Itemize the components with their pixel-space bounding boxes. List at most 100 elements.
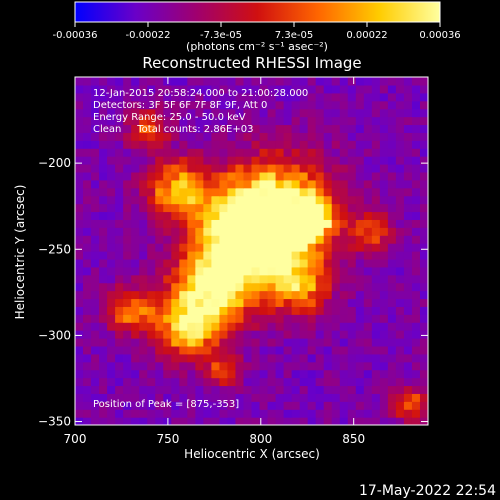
heatmap-cell xyxy=(83,140,92,149)
heatmap-cell xyxy=(251,314,261,323)
heatmap-cell xyxy=(371,258,381,268)
heatmap-cell xyxy=(227,187,237,197)
heatmap-cell xyxy=(395,116,405,126)
heatmap-cell xyxy=(219,322,229,331)
heatmap-cell xyxy=(299,393,309,402)
heatmap-cell xyxy=(251,148,261,157)
heatmap-cell xyxy=(323,393,333,402)
heatmap-cell xyxy=(283,266,293,276)
heatmap-cell xyxy=(171,156,180,165)
heatmap-cell xyxy=(299,345,309,355)
heatmap-cell xyxy=(267,322,277,331)
heatmap-cell xyxy=(235,211,245,220)
heatmap-cell xyxy=(259,140,269,149)
heatmap-cell xyxy=(123,84,132,94)
heatmap-cell xyxy=(363,409,373,418)
heatmap-cell xyxy=(219,298,229,307)
heatmap-cell xyxy=(339,385,349,394)
heatmap-cell xyxy=(283,235,293,244)
heatmap-cell xyxy=(147,116,156,126)
heatmap-cell xyxy=(147,322,156,331)
heatmap-cell xyxy=(115,369,124,379)
heatmap-cell xyxy=(219,417,229,425)
heatmap-cell xyxy=(363,235,373,244)
heatmap-cell xyxy=(339,417,349,425)
heatmap-cell xyxy=(115,203,124,213)
heatmap-cell xyxy=(315,290,325,300)
heatmap-cell xyxy=(123,235,132,244)
heatmap-cell xyxy=(395,409,405,418)
heatmap-cell xyxy=(331,251,341,260)
heatmap-cell xyxy=(275,92,285,102)
heatmap-cell xyxy=(419,330,428,339)
heatmap-cell xyxy=(371,124,381,133)
heatmap-cell xyxy=(147,171,156,181)
heatmap-cell xyxy=(339,132,349,141)
heatmap-cell xyxy=(91,409,100,418)
heatmap-cell xyxy=(331,417,341,425)
heatmap-cell xyxy=(283,369,293,379)
heatmap-cell xyxy=(283,164,293,173)
heatmap-cell xyxy=(163,235,172,244)
heatmap-cell xyxy=(211,385,221,394)
heatmap-cell xyxy=(411,211,421,220)
heatmap-cell xyxy=(411,235,421,244)
heatmap-cell xyxy=(419,243,428,252)
heatmap-cell xyxy=(171,132,180,141)
heatmap-cell xyxy=(91,369,100,379)
heatmap-cell xyxy=(403,353,413,363)
heatmap-cell xyxy=(219,401,229,410)
heatmap-cell xyxy=(355,401,365,410)
heatmap-cell xyxy=(275,164,285,173)
heatmap-cell xyxy=(203,401,212,410)
heatmap-cell xyxy=(227,235,237,244)
heatmap-cell xyxy=(99,116,108,126)
heatmap-cell xyxy=(75,417,84,425)
heatmap-cell xyxy=(91,385,100,394)
heatmap-cell xyxy=(187,417,196,425)
heatmap-cell xyxy=(355,100,365,110)
heatmap-cell xyxy=(259,266,269,276)
heatmap-cell xyxy=(259,227,269,236)
heatmap-cell xyxy=(203,345,212,355)
heatmap-cell xyxy=(139,219,148,228)
heatmap-cell xyxy=(123,156,132,165)
heatmap-cell xyxy=(203,322,212,331)
heatmap-cell xyxy=(99,219,108,228)
heatmap-cell xyxy=(211,298,221,307)
heatmap-cell xyxy=(307,164,317,173)
heatmap-cell xyxy=(267,235,277,244)
heatmap-cell xyxy=(155,353,164,363)
heatmap-cell xyxy=(187,84,196,94)
heatmap-cell xyxy=(171,330,180,339)
heatmap-cell xyxy=(419,338,428,347)
heatmap-cell xyxy=(299,219,309,228)
heatmap-cell xyxy=(355,235,365,244)
heatmap-cell xyxy=(187,124,196,133)
heatmap-cell xyxy=(251,401,261,410)
heatmap-cell xyxy=(163,401,172,410)
heatmap-cell xyxy=(131,227,140,236)
heatmap-cell xyxy=(99,290,108,300)
heatmap-cell xyxy=(99,100,108,110)
heatmap-cell xyxy=(259,156,269,165)
heatmap-cell xyxy=(379,338,389,347)
heatmap-cell xyxy=(267,187,277,197)
chart-title: Reconstructed RHESSI Image xyxy=(142,54,361,72)
heatmap-cell xyxy=(235,385,245,394)
heatmap-cell xyxy=(75,211,84,220)
heatmap-cell xyxy=(307,243,317,252)
heatmap-cell xyxy=(411,282,421,292)
heatmap-cell xyxy=(291,266,301,276)
heatmap-cell xyxy=(283,243,293,252)
heatmap-cell xyxy=(371,171,381,181)
heatmap-cell xyxy=(243,227,253,236)
heatmap-cell xyxy=(275,377,285,387)
heatmap-cell xyxy=(299,330,309,339)
heatmap-cell xyxy=(419,282,428,292)
heatmap-cell xyxy=(115,171,124,181)
heatmap-cell xyxy=(139,290,148,300)
heatmap-cell xyxy=(331,306,341,315)
heatmap-cell xyxy=(307,219,317,228)
heatmap-cell xyxy=(291,179,301,189)
